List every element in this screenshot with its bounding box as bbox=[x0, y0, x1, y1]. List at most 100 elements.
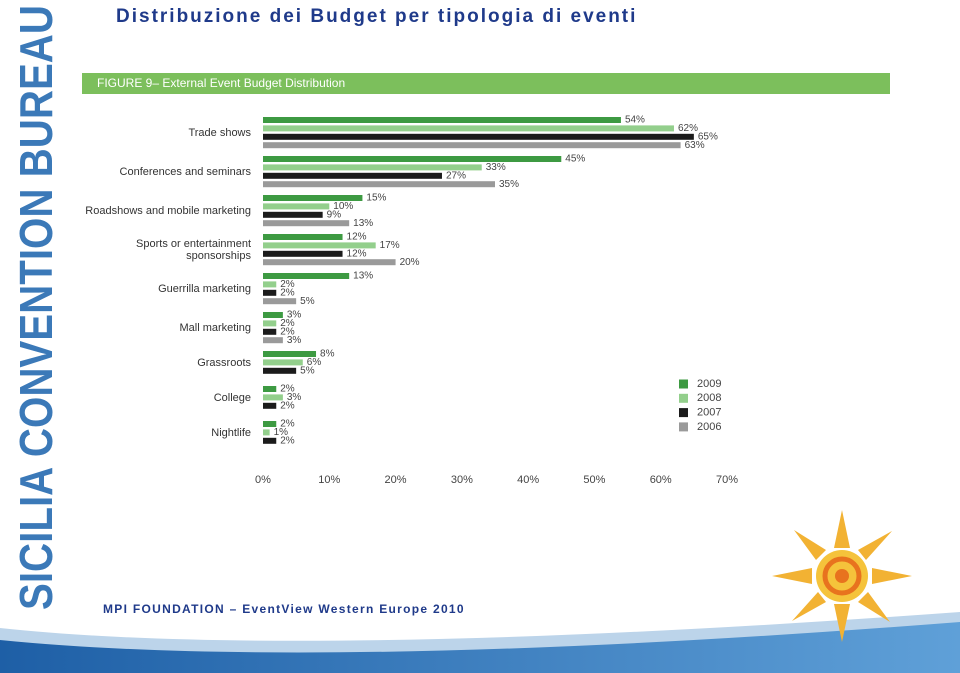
x-tick-label: 50% bbox=[583, 474, 605, 486]
bar bbox=[263, 117, 621, 123]
bar bbox=[263, 402, 277, 409]
bar bbox=[263, 133, 694, 140]
legend-label: 2009 bbox=[697, 378, 721, 390]
value-label: 20% bbox=[400, 257, 420, 268]
bar bbox=[263, 242, 376, 249]
value-label: 2% bbox=[280, 279, 295, 290]
bar bbox=[263, 172, 442, 179]
value-label: 35% bbox=[499, 179, 519, 190]
category-label: Grassroots bbox=[197, 356, 251, 369]
bar bbox=[263, 421, 277, 427]
value-label: 3% bbox=[287, 335, 302, 346]
category-label: Mall marketing bbox=[179, 321, 251, 334]
bar bbox=[263, 156, 562, 162]
legend-label: 2006 bbox=[697, 421, 721, 433]
value-label: 54% bbox=[625, 115, 645, 126]
slide-title: Distribuzione dei Budget per tipologia d… bbox=[116, 6, 638, 27]
bar bbox=[263, 281, 277, 288]
value-label: 5% bbox=[300, 296, 315, 307]
category-label: Roadshows and mobile marketing bbox=[85, 204, 251, 217]
chart-area bbox=[80, 95, 900, 510]
bar bbox=[263, 125, 674, 132]
footer: MPI FOUNDATION – EventView Western Europ… bbox=[103, 602, 465, 616]
value-label: 9% bbox=[327, 209, 342, 220]
value-label: 2% bbox=[280, 326, 295, 337]
bar bbox=[263, 386, 277, 392]
legend-label: 2007 bbox=[697, 407, 721, 419]
chart-title: FIGURE 9– External Event Budget Distribu… bbox=[97, 76, 345, 90]
wave bbox=[0, 622, 960, 673]
value-label: 27% bbox=[446, 170, 466, 181]
legend-swatch bbox=[679, 422, 688, 432]
x-tick-label: 40% bbox=[517, 474, 539, 486]
x-tick-label: 30% bbox=[451, 474, 473, 486]
legend-label: 2008 bbox=[697, 392, 721, 404]
bar bbox=[263, 211, 323, 218]
bar bbox=[263, 273, 350, 279]
value-label: 15% bbox=[366, 193, 386, 204]
bar bbox=[263, 181, 495, 188]
x-tick-label: 10% bbox=[318, 474, 340, 486]
bar bbox=[263, 429, 270, 436]
bar bbox=[263, 367, 297, 374]
bar bbox=[263, 220, 350, 227]
category-label: Trade shows bbox=[188, 126, 251, 139]
value-label: 2% bbox=[280, 435, 295, 446]
value-label: 6% bbox=[307, 357, 322, 368]
bar bbox=[263, 312, 283, 318]
bar bbox=[263, 250, 343, 257]
legend-swatch bbox=[679, 408, 688, 418]
legend-swatch bbox=[679, 393, 688, 403]
value-label: 13% bbox=[353, 271, 373, 282]
bar bbox=[263, 320, 277, 327]
x-tick-label: 60% bbox=[650, 474, 672, 486]
value-label: 3% bbox=[287, 310, 302, 321]
sun-logo bbox=[772, 510, 912, 642]
bar bbox=[263, 164, 482, 171]
value-label: 2% bbox=[280, 400, 295, 411]
bar bbox=[263, 337, 283, 344]
value-label: 17% bbox=[380, 240, 400, 251]
value-label: 2% bbox=[280, 384, 295, 395]
value-label: 5% bbox=[300, 365, 315, 376]
value-label: 63% bbox=[685, 140, 705, 151]
category-label: Guerrilla marketing bbox=[158, 282, 251, 295]
value-label: 13% bbox=[353, 218, 373, 229]
bar bbox=[263, 359, 303, 366]
bar bbox=[263, 298, 297, 305]
value-label: 62% bbox=[678, 123, 698, 134]
value-label: 2% bbox=[280, 287, 295, 298]
bar bbox=[263, 234, 343, 240]
value-label: 45% bbox=[565, 154, 585, 165]
x-tick-label: 20% bbox=[385, 474, 407, 486]
value-label: 2% bbox=[280, 318, 295, 329]
category-label: College bbox=[213, 391, 251, 404]
category-label: Sports or entertainment sponsorships bbox=[136, 237, 251, 262]
bar bbox=[263, 195, 363, 201]
category-label: Nightlife bbox=[211, 426, 251, 439]
value-label: 12% bbox=[347, 232, 367, 243]
bar bbox=[263, 203, 330, 210]
value-label: 33% bbox=[486, 162, 506, 173]
bar bbox=[263, 437, 277, 444]
chart-header bbox=[82, 73, 890, 94]
x-tick-label: 70% bbox=[716, 474, 738, 486]
value-label: 2% bbox=[280, 419, 295, 430]
bar bbox=[263, 289, 277, 296]
value-label: 10% bbox=[333, 201, 353, 212]
side-text: SICILIA CONVENTION BUREAU bbox=[10, 5, 62, 610]
value-label: 12% bbox=[347, 248, 367, 259]
x-tick-label: 0% bbox=[255, 474, 271, 486]
legend-swatch bbox=[679, 379, 688, 389]
bar bbox=[263, 259, 396, 266]
value-label: 3% bbox=[287, 392, 302, 403]
bar bbox=[263, 142, 681, 149]
value-label: 65% bbox=[698, 131, 718, 142]
bar bbox=[263, 394, 283, 401]
value-label: 8% bbox=[320, 349, 335, 360]
value-label: 1% bbox=[274, 427, 289, 438]
bar bbox=[263, 351, 317, 357]
bar bbox=[263, 328, 277, 335]
